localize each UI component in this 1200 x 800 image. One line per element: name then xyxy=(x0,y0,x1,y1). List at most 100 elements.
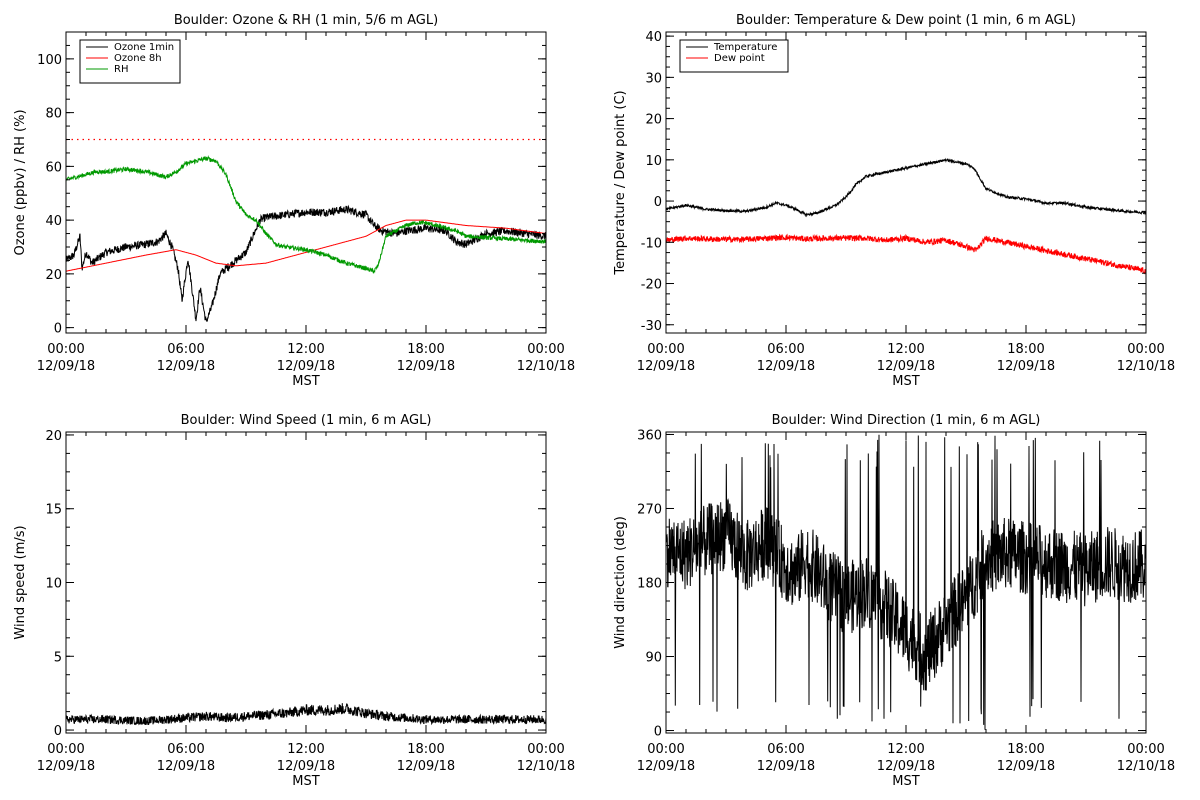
x-tick-label-date: 12/09/18 xyxy=(757,359,815,374)
y-tick-label: 40 xyxy=(645,30,662,45)
series-line-temperature xyxy=(666,157,1146,218)
y-tick-label: 0 xyxy=(654,195,662,210)
x-tick-label-date: 12/10/18 xyxy=(1117,759,1175,774)
x-tick-label-time: 00:00 xyxy=(47,342,84,357)
y-axis-label: Temperature / Dew point (C) xyxy=(613,90,628,275)
plot-area xyxy=(666,157,1146,275)
x-tick-label-time: 12:00 xyxy=(887,742,924,757)
plot-area xyxy=(666,434,1146,730)
x-tick-label-date: 12/09/18 xyxy=(757,759,815,774)
chart-wind_speed: Boulder: Wind Speed (1 min, 6 m AGL) MST W… xyxy=(13,413,575,789)
y-tick-label: 15 xyxy=(45,503,62,518)
x-axis-label: MST xyxy=(892,374,919,389)
plot-frame xyxy=(65,431,547,734)
x-tick-label-date: 12/09/18 xyxy=(277,359,335,374)
y-tick-label: 90 xyxy=(645,651,662,666)
x-tick-label-time: 06:00 xyxy=(167,742,204,757)
x-tick-label-time: 18:00 xyxy=(1007,742,1044,757)
y-axis-label: Ozone (ppbv) / RH (%) xyxy=(13,109,28,255)
y-axis-label: Wind speed (m/s) xyxy=(13,525,28,639)
plot-area xyxy=(66,138,546,322)
x-tick-label-time: 00:00 xyxy=(647,742,684,757)
x-tick-label-time: 12:00 xyxy=(287,342,324,357)
y-tick-label: 180 xyxy=(637,577,662,592)
x-tick-label-date: 12/09/18 xyxy=(157,359,215,374)
y-tick-label: -20 xyxy=(641,278,662,293)
legend-label: Ozone 1min xyxy=(114,42,174,53)
legend-label: Ozone 8h xyxy=(114,53,162,64)
y-tick-label: 30 xyxy=(645,71,662,86)
y-tick-label: 40 xyxy=(45,214,62,229)
x-tick-label-time: 18:00 xyxy=(1007,342,1044,357)
x-tick-label-date: 12/09/18 xyxy=(397,759,455,774)
x-tick-label-time: 06:00 xyxy=(767,342,804,357)
x-tick-label-time: 00:00 xyxy=(1127,742,1164,757)
y-axis-label: Wind direction (deg) xyxy=(613,516,628,649)
y-tick-label: -30 xyxy=(641,319,662,334)
x-tick-label-date: 12/09/18 xyxy=(997,759,1055,774)
y-tick-label: 0 xyxy=(654,725,662,740)
chart-title: Boulder: Wind Direction (1 min, 6 m AGL) xyxy=(772,413,1041,428)
plot-area xyxy=(66,703,546,726)
x-tick-label-date: 12/09/18 xyxy=(877,759,935,774)
y-tick-label: 20 xyxy=(45,268,62,283)
x-tick-label-time: 18:00 xyxy=(407,742,444,757)
x-tick-label-time: 12:00 xyxy=(287,742,324,757)
x-tick-label-date: 12/10/18 xyxy=(1117,359,1175,374)
y-tick-label: 10 xyxy=(645,154,662,169)
chart-title: Boulder: Wind Speed (1 min, 6 m AGL) xyxy=(181,413,432,428)
y-tick-label: 20 xyxy=(645,113,662,128)
series-line-rh xyxy=(66,155,546,274)
y-tick-label: 60 xyxy=(45,160,62,175)
series-line-ozone-8h xyxy=(66,219,546,272)
x-tick-label-date: 12/09/18 xyxy=(157,759,215,774)
x-axis-label: MST xyxy=(292,374,319,389)
y-tick-label: 100 xyxy=(37,53,62,68)
y-tick-label: 0 xyxy=(54,322,62,337)
x-tick-label-date: 12/09/18 xyxy=(397,359,455,374)
series-line-main xyxy=(666,434,1146,730)
y-tick-label: 0 xyxy=(54,724,62,739)
y-tick-label: 20 xyxy=(45,429,62,444)
x-tick-label-time: 00:00 xyxy=(47,742,84,757)
x-tick-label-date: 12/09/18 xyxy=(637,759,695,774)
legend-box xyxy=(679,39,789,73)
series-line-dew-point xyxy=(666,233,1146,275)
x-tick-label-date: 12/09/18 xyxy=(637,359,695,374)
x-axis-label: MST xyxy=(892,774,919,789)
x-tick-label-time: 00:00 xyxy=(1127,342,1164,357)
x-tick-label-time: 06:00 xyxy=(167,342,204,357)
x-tick-label-date: 12/10/18 xyxy=(517,359,575,374)
series-line-main xyxy=(66,703,546,726)
x-axis-label: MST xyxy=(292,774,319,789)
x-tick-label-date: 12/09/18 xyxy=(277,759,335,774)
x-tick-label-date: 12/10/18 xyxy=(517,759,575,774)
legend-label: Temperature xyxy=(713,42,777,53)
chart-wind_dir: Boulder: Wind Direction (1 min, 6 m AGL)… xyxy=(613,413,1175,789)
y-tick-label: 270 xyxy=(637,502,662,517)
plot-frame xyxy=(665,31,1147,334)
x-tick-label-date: 12/09/18 xyxy=(37,759,95,774)
y-tick-label: 360 xyxy=(637,428,662,443)
y-tick-label: 5 xyxy=(54,650,62,665)
x-tick-label-time: 00:00 xyxy=(647,342,684,357)
x-tick-label-date: 12/09/18 xyxy=(877,359,935,374)
y-tick-label: 80 xyxy=(45,107,62,122)
chart-title: Boulder: Ozone & RH (1 min, 5/6 m AGL) xyxy=(174,13,438,28)
x-tick-label-time: 18:00 xyxy=(407,342,444,357)
x-tick-label-date: 12/09/18 xyxy=(37,359,95,374)
y-tick-label: -10 xyxy=(641,236,662,251)
x-tick-label-time: 00:00 xyxy=(527,342,564,357)
x-tick-label-time: 12:00 xyxy=(887,342,924,357)
legend-label: Dew point xyxy=(714,53,765,64)
chart-title: Boulder: Temperature & Dew point (1 min,… xyxy=(736,13,1076,28)
legend-label: RH xyxy=(114,64,128,75)
x-tick-label-date: 12/09/18 xyxy=(997,359,1055,374)
x-tick-label-time: 00:00 xyxy=(527,742,564,757)
chart-ozone_rh: Boulder: Ozone & RH (1 min, 5/6 m AGL) MS… xyxy=(13,13,575,389)
series-line-ozone-1min xyxy=(66,204,546,322)
chart-temp_dew: Boulder: Temperature & Dew point (1 min,… xyxy=(613,13,1175,389)
y-tick-label: 10 xyxy=(45,577,62,592)
x-tick-label-time: 06:00 xyxy=(767,742,804,757)
